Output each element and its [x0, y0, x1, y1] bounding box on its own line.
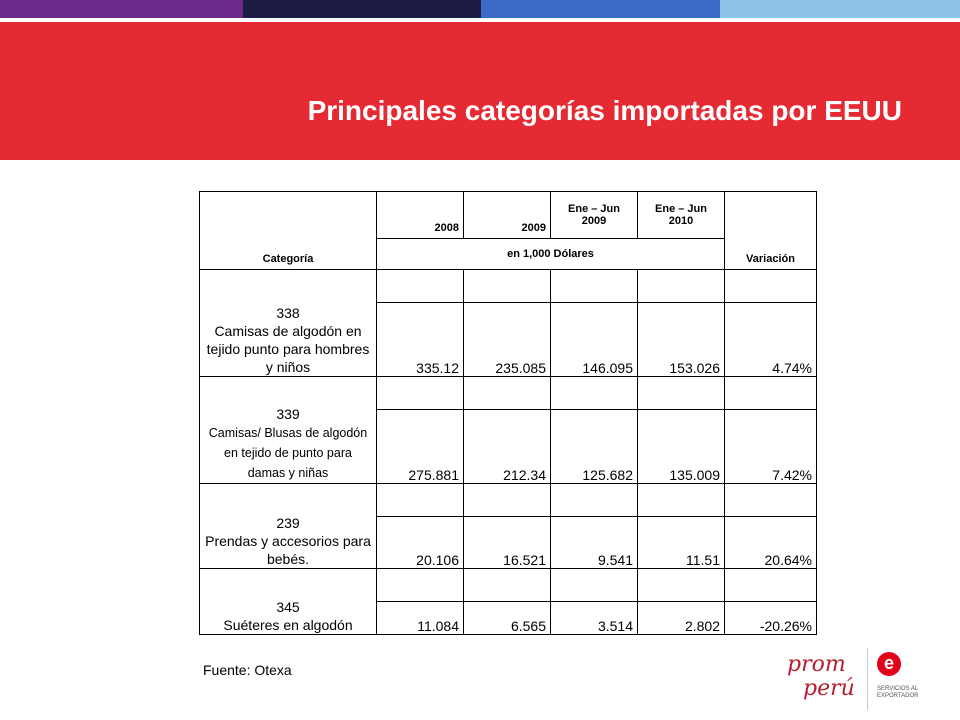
- table-row: 239 Prendas y accesorios para bebés.: [199, 483, 817, 569]
- logo-tagline: Servicios al Exportador: [877, 686, 919, 699]
- value-cell: 275.881: [376, 409, 464, 484]
- header-year: Ene – Jun 2009: [550, 191, 638, 239]
- exporter-e-icon: e: [877, 652, 901, 676]
- category-name: Camisas de algodón en tejido punto para …: [206, 323, 370, 375]
- logo-divider: [867, 648, 868, 710]
- variation-cell: -20.26%: [724, 601, 817, 635]
- header-row-units: en 1,000 Dólares: [200, 238, 817, 270]
- variation-cell: 20.64%: [724, 516, 817, 569]
- value-cell: 6.565: [463, 601, 551, 635]
- table-row: 345 Suéteres en algodón: [199, 568, 817, 635]
- table-row: 339 Camisas/ Blusas de algodón en tejido…: [199, 376, 817, 484]
- category-cell: 239 Prendas y accesorios para bebés.: [199, 483, 377, 569]
- top-bar-purple-segment: [0, 0, 243, 18]
- value-cell: 11.084: [376, 601, 464, 635]
- value-cell: 11.51: [637, 516, 725, 569]
- value-cell: 20.106: [376, 516, 464, 569]
- source-note: Fuente: Otexa: [203, 662, 292, 678]
- value-cell: 125.682: [550, 409, 638, 484]
- category-code: 338: [276, 305, 300, 321]
- table-row-values: 20.106 16.521 9.541 11.51 20.64%: [200, 516, 817, 569]
- category-cell: 345 Suéteres en algodón: [199, 568, 377, 635]
- header-units: en 1,000 Dólares: [376, 238, 725, 270]
- category-name: Camisas/ Blusas de algodón en tejido de …: [208, 426, 368, 480]
- value-cell: 135.009: [637, 409, 725, 484]
- variation-cell: 7.42%: [724, 409, 817, 484]
- table-row: 338 Camisas de algodón en tejido punto p…: [199, 269, 817, 377]
- logo-text-prom: prom: [787, 652, 846, 677]
- value-cell: 146.095: [550, 302, 638, 377]
- header-category: Categoría: [199, 191, 377, 270]
- promperu-logo: prom perú e Servicios al Exportador: [783, 648, 933, 710]
- logo-text-peru: perú: [803, 676, 855, 701]
- top-bar-navy-segment: [243, 0, 481, 18]
- header-year: 2009: [463, 191, 551, 239]
- top-bar-blue-segment: [481, 0, 720, 18]
- category-name: Suéteres en algodón: [223, 617, 353, 633]
- category-code: 339: [276, 406, 300, 422]
- table-row-values: 11.084 6.565 3.514 2.802 -20.26%: [200, 601, 817, 635]
- top-bar-lightblue-segment: [720, 0, 960, 18]
- value-cell: 3.514: [550, 601, 638, 635]
- table-row-values: 275.881 212.34 125.682 135.009 7.42%: [200, 409, 817, 484]
- category-name: Prendas y accesorios para bebés.: [205, 533, 371, 567]
- value-cell: 2.802: [637, 601, 725, 635]
- variation-cell: 4.74%: [724, 302, 817, 377]
- value-cell: 212.34: [463, 409, 551, 484]
- category-cell: 339 Camisas/ Blusas de algodón en tejido…: [199, 376, 377, 484]
- slide-title: Principales categorías importadas por EE…: [307, 95, 902, 126]
- category-cell: 338 Camisas de algodón en tejido punto p…: [199, 269, 377, 377]
- header-year: 2008: [376, 191, 464, 239]
- category-code: 239: [276, 515, 300, 531]
- value-cell: 9.541: [550, 516, 638, 569]
- table-row-values: 335.12 235.085 146.095 153.026 4.74%: [200, 302, 817, 377]
- value-cell: 335.12: [376, 302, 464, 377]
- category-code: 345: [276, 599, 300, 615]
- value-cell: 235.085: [463, 302, 551, 377]
- imports-table: Categoría 2008 2009 Ene – Jun 2009 Ene –…: [199, 191, 817, 635]
- value-cell: 16.521: [463, 516, 551, 569]
- title-banner: Principales categorías importadas por EE…: [0, 22, 960, 160]
- value-cell: 153.026: [637, 302, 725, 377]
- header-variation: Variación: [724, 191, 817, 270]
- header-year: Ene – Jun 2010: [637, 191, 725, 239]
- header-row-years: Categoría 2008 2009 Ene – Jun 2009 Ene –…: [199, 191, 817, 270]
